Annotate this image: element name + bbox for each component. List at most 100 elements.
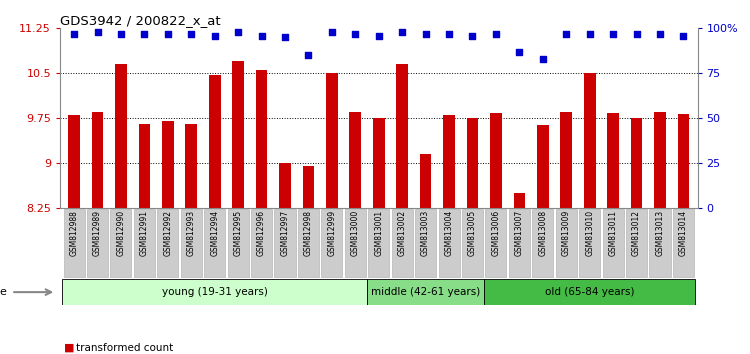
Bar <box>68 115 80 208</box>
Bar <box>650 210 670 278</box>
Text: GSM813004: GSM813004 <box>445 210 454 256</box>
Bar <box>608 113 619 208</box>
Point <box>560 31 572 36</box>
Text: old (65-84 years): old (65-84 years) <box>545 287 634 297</box>
Text: middle (42-61 years): middle (42-61 years) <box>371 287 480 297</box>
Point <box>68 31 80 36</box>
Bar <box>345 210 366 278</box>
Bar <box>420 154 431 208</box>
Point <box>537 56 549 62</box>
Bar <box>373 118 385 208</box>
Bar <box>579 210 600 278</box>
Point <box>232 29 244 35</box>
Bar <box>532 210 554 278</box>
Point <box>607 31 619 36</box>
Bar <box>87 210 108 278</box>
Bar <box>462 210 483 278</box>
Bar <box>321 210 343 278</box>
Bar <box>162 121 174 208</box>
Text: GSM813002: GSM813002 <box>398 210 406 256</box>
Point <box>490 31 502 36</box>
Point <box>138 31 150 36</box>
Point <box>419 31 431 36</box>
Bar <box>64 210 85 278</box>
Text: GSM813014: GSM813014 <box>679 210 688 256</box>
Bar <box>279 163 291 208</box>
Point <box>302 52 314 58</box>
Bar <box>227 210 249 278</box>
Text: young (19-31 years): young (19-31 years) <box>162 287 268 297</box>
Text: GSM812993: GSM812993 <box>187 210 196 256</box>
Point <box>350 31 361 36</box>
Bar <box>232 61 244 208</box>
Bar <box>443 115 455 208</box>
Bar <box>396 64 408 208</box>
Bar <box>204 210 225 278</box>
Text: GSM812998: GSM812998 <box>304 210 313 256</box>
Bar <box>514 193 525 208</box>
Text: GDS3942 / 200822_x_at: GDS3942 / 200822_x_at <box>60 14 220 27</box>
Bar <box>209 75 220 208</box>
Bar <box>602 210 624 278</box>
Text: GSM813003: GSM813003 <box>421 210 430 256</box>
Bar <box>560 112 572 208</box>
Text: GSM812988: GSM812988 <box>70 210 79 256</box>
Bar <box>509 210 530 278</box>
Bar <box>274 210 296 278</box>
Bar <box>484 279 695 306</box>
Bar <box>368 210 389 278</box>
Point <box>631 31 643 36</box>
Text: GSM813012: GSM813012 <box>632 210 641 256</box>
Bar <box>485 210 506 278</box>
Bar <box>490 113 502 208</box>
Bar <box>62 279 367 306</box>
Bar <box>158 210 178 278</box>
Bar <box>350 112 361 208</box>
Text: GSM813000: GSM813000 <box>351 210 360 256</box>
Bar <box>537 125 549 208</box>
Point <box>256 33 268 38</box>
Bar <box>654 112 666 208</box>
Bar <box>251 210 272 278</box>
Bar <box>302 166 314 208</box>
Point <box>584 31 596 36</box>
Bar <box>115 64 127 208</box>
Text: GSM812990: GSM812990 <box>116 210 125 256</box>
Bar <box>392 210 412 278</box>
Point <box>279 34 291 40</box>
Text: GSM813001: GSM813001 <box>374 210 383 256</box>
Bar <box>677 114 689 208</box>
Text: GSM813005: GSM813005 <box>468 210 477 256</box>
Text: transformed count: transformed count <box>76 343 174 353</box>
Bar <box>367 279 484 306</box>
Text: GSM812997: GSM812997 <box>280 210 290 256</box>
Bar <box>139 124 150 208</box>
Bar <box>626 210 647 278</box>
Bar <box>181 210 202 278</box>
Text: GSM813010: GSM813010 <box>585 210 594 256</box>
Text: GSM812989: GSM812989 <box>93 210 102 256</box>
Bar <box>415 210 436 278</box>
Point <box>513 49 525 55</box>
Text: GSM812992: GSM812992 <box>164 210 172 256</box>
Text: GSM813008: GSM813008 <box>538 210 548 256</box>
Bar <box>556 210 577 278</box>
Bar <box>673 210 694 278</box>
Text: GSM812991: GSM812991 <box>140 210 148 256</box>
Text: GSM812994: GSM812994 <box>210 210 219 256</box>
Bar <box>185 124 197 208</box>
Point <box>92 29 104 35</box>
Bar <box>584 73 596 208</box>
Text: GSM812999: GSM812999 <box>327 210 336 256</box>
Text: ■: ■ <box>64 343 74 353</box>
Bar <box>92 112 104 208</box>
Text: GSM813006: GSM813006 <box>491 210 500 256</box>
Point <box>677 33 689 38</box>
Text: GSM812995: GSM812995 <box>233 210 242 256</box>
Text: GSM813007: GSM813007 <box>514 210 523 256</box>
Bar <box>326 73 338 208</box>
Bar <box>466 118 478 208</box>
Bar <box>439 210 460 278</box>
Bar <box>134 210 155 278</box>
Point <box>373 33 385 38</box>
